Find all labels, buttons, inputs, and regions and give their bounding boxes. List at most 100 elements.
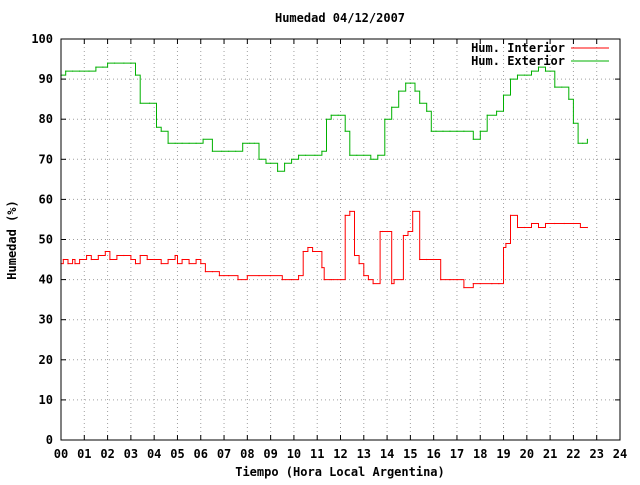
data-point bbox=[291, 158, 293, 160]
data-point bbox=[160, 130, 162, 132]
data-point bbox=[353, 254, 356, 257]
x-tick-label: 17 bbox=[450, 447, 464, 461]
data-point bbox=[554, 86, 556, 88]
data-point bbox=[381, 230, 383, 233]
data-point bbox=[181, 142, 183, 144]
data-point bbox=[95, 66, 97, 68]
data-point bbox=[211, 271, 213, 273]
y-tick-label: 60 bbox=[39, 192, 53, 206]
data-point bbox=[502, 94, 505, 96]
data-point bbox=[321, 267, 323, 269]
data-point bbox=[572, 222, 575, 225]
y-tick-label: 100 bbox=[31, 32, 53, 46]
data-point bbox=[426, 258, 428, 261]
data-point bbox=[139, 254, 141, 257]
data-point bbox=[202, 138, 204, 140]
data-point bbox=[277, 170, 279, 172]
data-point bbox=[307, 246, 309, 249]
x-tick-label: 22 bbox=[566, 447, 580, 461]
data-point bbox=[314, 154, 316, 156]
data-point bbox=[579, 226, 582, 229]
data-point bbox=[426, 110, 428, 112]
data-point bbox=[554, 222, 556, 225]
data-point bbox=[523, 226, 526, 229]
x-tick-label: 07 bbox=[217, 447, 231, 461]
data-point bbox=[79, 70, 81, 72]
data-point bbox=[123, 254, 125, 257]
series-line-interior bbox=[61, 210, 588, 289]
x-tick-label: 11 bbox=[310, 447, 324, 461]
data-point bbox=[419, 102, 421, 104]
data-point bbox=[586, 226, 589, 229]
x-tick-label: 19 bbox=[496, 447, 510, 461]
data-point bbox=[174, 142, 176, 144]
data-point bbox=[449, 279, 451, 281]
data-point bbox=[114, 62, 116, 64]
data-point bbox=[577, 142, 579, 144]
data-point bbox=[349, 154, 351, 156]
data-point bbox=[379, 230, 381, 233]
data-point bbox=[372, 283, 374, 285]
data-point bbox=[456, 130, 458, 132]
x-tick-label: 23 bbox=[589, 447, 603, 461]
data-point bbox=[200, 263, 202, 265]
data-point bbox=[146, 258, 148, 261]
data-point bbox=[463, 130, 465, 132]
data-point bbox=[430, 130, 432, 132]
data-point bbox=[409, 82, 411, 84]
y-tick-label: 80 bbox=[39, 112, 53, 126]
data-point bbox=[174, 254, 176, 257]
ticks: 00 01 02 03 04 05 06 07 08 09 10 11 12 13 14 15 16 17 18 19… bbox=[31, 32, 627, 461]
x-tick-label: 24 bbox=[613, 447, 627, 461]
x-axis-label: Tiempo (Hora Local Argentina) bbox=[235, 465, 445, 479]
data-point bbox=[148, 102, 151, 104]
data-point bbox=[537, 226, 540, 229]
data-point bbox=[160, 263, 162, 265]
y-tick-label: 50 bbox=[39, 233, 53, 247]
data-point bbox=[496, 110, 498, 112]
data-point bbox=[176, 263, 179, 265]
y-tick-label: 90 bbox=[39, 72, 53, 86]
data-point bbox=[344, 130, 346, 132]
data-point bbox=[134, 74, 137, 76]
y-tick-label: 0 bbox=[46, 433, 53, 447]
data-point bbox=[358, 263, 360, 265]
data-point bbox=[153, 258, 155, 261]
x-tick-label: 16 bbox=[426, 447, 440, 461]
data-point bbox=[291, 279, 293, 281]
data-point bbox=[204, 271, 206, 273]
x-tick-label: 08 bbox=[240, 447, 254, 461]
data-point bbox=[123, 62, 125, 64]
x-tick-label: 12 bbox=[333, 447, 347, 461]
y-tick-label: 70 bbox=[39, 152, 53, 166]
data-point bbox=[139, 102, 141, 104]
data-point bbox=[74, 263, 76, 265]
data-point bbox=[356, 154, 358, 156]
data-point bbox=[72, 258, 74, 261]
x-tick-label: 06 bbox=[194, 447, 208, 461]
data-point bbox=[530, 222, 533, 225]
data-point bbox=[323, 279, 325, 281]
data-point bbox=[330, 114, 332, 116]
data-point bbox=[195, 142, 197, 144]
data-point bbox=[516, 226, 519, 229]
data-point bbox=[433, 258, 435, 261]
data-point bbox=[363, 154, 365, 156]
x-tick-label: 10 bbox=[287, 447, 301, 461]
data-point bbox=[498, 283, 500, 285]
data-point bbox=[479, 130, 481, 132]
series-group bbox=[60, 62, 589, 289]
data-point bbox=[449, 130, 451, 132]
data-point bbox=[472, 138, 474, 140]
legend-label-exterior: Hum. Exterior bbox=[471, 54, 565, 68]
data-point bbox=[67, 263, 69, 265]
data-point bbox=[405, 82, 407, 84]
data-point bbox=[104, 250, 106, 253]
data-point bbox=[414, 90, 416, 92]
x-tick-label: 03 bbox=[124, 447, 138, 461]
data-point bbox=[391, 283, 393, 285]
data-point bbox=[391, 106, 393, 108]
data-point bbox=[367, 279, 369, 281]
data-point bbox=[523, 74, 526, 76]
y-axis-label: Humedad (%) bbox=[5, 200, 19, 279]
